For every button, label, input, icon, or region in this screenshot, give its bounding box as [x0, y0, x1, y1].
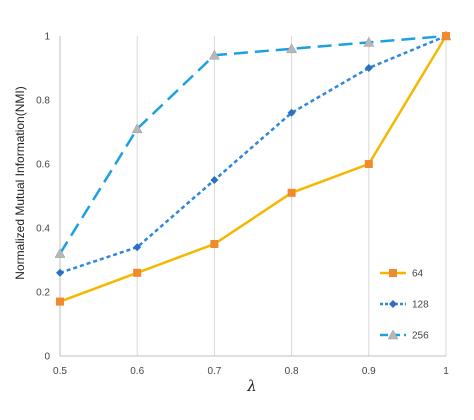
legend-marker [389, 269, 397, 277]
data-point [286, 43, 298, 54]
legend-label: 128 [412, 300, 429, 311]
grid [59, 36, 447, 356]
legend-label: 64 [412, 269, 424, 280]
data-point [56, 268, 64, 277]
data-point [363, 36, 375, 47]
series-group [54, 30, 452, 306]
legend-item-256: 256 [380, 329, 429, 342]
series-256 [54, 30, 452, 258]
legend-label: 256 [412, 331, 429, 342]
data-point [54, 248, 66, 258]
legend: 64 128 256 [380, 269, 429, 342]
legend-marker [389, 300, 397, 308]
x-tick-label: 0.5 [53, 366, 67, 377]
data-point [133, 243, 142, 252]
data-point [133, 268, 142, 277]
data-point [364, 64, 373, 72]
data-point [208, 49, 220, 60]
y-tick-label: 0.4 [36, 224, 50, 235]
x-tick-label: 1 [443, 366, 449, 377]
x-tick-label: 0.7 [207, 366, 221, 377]
series-line-128 [59, 34, 447, 274]
data-point [442, 32, 450, 40]
data-point [287, 188, 296, 197]
data-point [131, 123, 143, 134]
data-point [287, 108, 296, 117]
series-128 [56, 32, 450, 277]
y-axis-title: Normalized Mutual Information(NMI) [13, 86, 27, 279]
x-tick-label: 0.8 [285, 366, 299, 377]
y-tick-label: 0.2 [36, 288, 50, 299]
data-point [364, 160, 373, 168]
y-tick-label: 0 [44, 352, 50, 363]
x-tick-label: 0.6 [130, 366, 144, 377]
tick-labels: 0.5 0.6 0.7 0.8 0.9 1 0 0.2 0.4 0.6 0.8 1 [36, 32, 449, 378]
y-tick-label: 0.8 [36, 96, 50, 107]
series-line-64 [59, 35, 448, 303]
y-tick-label: 0.6 [36, 160, 50, 171]
x-tick-label: 0.9 [362, 366, 376, 377]
axes [59, 36, 446, 357]
data-point [210, 240, 219, 248]
legend-item-128: 128 [380, 300, 429, 311]
y-tick-label: 1 [44, 32, 50, 43]
legend-marker [387, 329, 399, 340]
series-line-256 [58, 34, 447, 255]
x-axis-title: λ [246, 377, 257, 395]
data-point [56, 297, 64, 306]
legend-item-64: 64 [380, 269, 424, 280]
series-64 [56, 32, 450, 306]
data-point [210, 176, 219, 184]
